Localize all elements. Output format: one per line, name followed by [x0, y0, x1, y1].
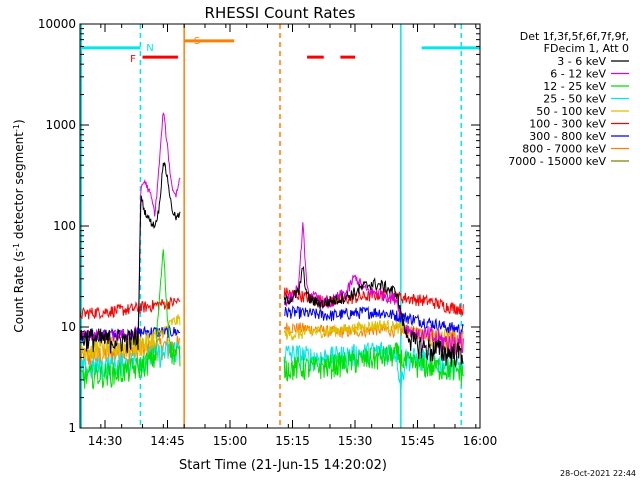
- x-tick-label: 15:00: [213, 434, 248, 448]
- y-tick-label: 1: [68, 421, 76, 435]
- flag-label: S: [194, 36, 200, 47]
- chart-title: RHESSI Count Rates: [205, 4, 356, 22]
- flag-label: F: [130, 54, 136, 65]
- legend-entry-label: 100 - 300 keV: [529, 118, 606, 131]
- series-line: [283, 319, 464, 356]
- legend-entry-label: 7000 - 15000 keV: [508, 155, 606, 168]
- y-tick-label: 10: [61, 320, 76, 334]
- series-line: [80, 314, 181, 364]
- series-line: [284, 305, 464, 336]
- x-tick-label: 16:00: [463, 434, 498, 448]
- legend: Det 1f,3f,5f,6f,7f,9f,FDecim 1, Att 03 -…: [508, 30, 629, 168]
- x-tick-label: 15:15: [275, 434, 310, 448]
- x-tick-label: 14:30: [88, 434, 123, 448]
- legend-header: FDecim 1, Att 0: [544, 42, 629, 55]
- x-tick-label: 15:45: [400, 434, 435, 448]
- series-line: [80, 161, 181, 354]
- y-axis-label: Count Rate (s-1 detector segment-1): [12, 119, 27, 332]
- legend-entry-label: 6 - 12 keV: [550, 68, 606, 81]
- y-tick-label: 1000: [45, 118, 76, 132]
- legend-header: Det 1f,3f,5f,6f,7f,9f,: [520, 30, 629, 43]
- x-axis-label: Start Time (21-Jun-15 14:20:02): [179, 458, 387, 473]
- legend-entry-label: 800 - 7000 keV: [522, 143, 606, 156]
- legend-entry-label: 25 - 50 keV: [543, 93, 606, 106]
- series-line: [80, 249, 181, 390]
- x-tick-label: 14:45: [150, 434, 185, 448]
- timestamp: 28-Oct-2021 22:44: [560, 469, 636, 478]
- series-line: [283, 222, 464, 356]
- y-tick-label: 10000: [38, 17, 76, 31]
- legend-entry-label: 300 - 800 keV: [529, 130, 606, 143]
- flag-label: N: [146, 43, 153, 54]
- legend-entry-label: 12 - 25 keV: [543, 80, 606, 93]
- series-line: [80, 296, 181, 320]
- legend-entry-label: 50 - 100 keV: [536, 105, 606, 118]
- legend-entry-label: 3 - 6 keV: [557, 55, 606, 68]
- series-line: [283, 341, 464, 386]
- y-tick-label: 100: [53, 219, 76, 233]
- series-line: [283, 265, 464, 368]
- x-tick-label: 15:30: [338, 434, 373, 448]
